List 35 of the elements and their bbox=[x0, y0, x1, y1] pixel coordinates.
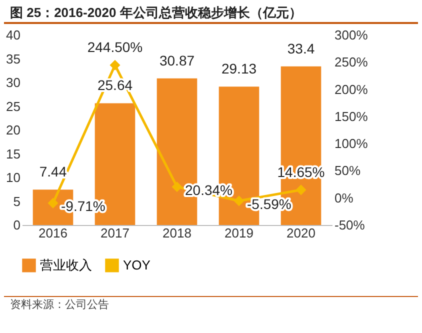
y2-tick-label: -50% bbox=[334, 218, 366, 232]
y2-tick-label: 100% bbox=[334, 136, 368, 152]
data-label: 29.13 bbox=[221, 60, 257, 77]
x-tick-label: 2017 bbox=[100, 226, 130, 240]
y-tick-label: 10 bbox=[6, 170, 20, 185]
data-label: 7.44 bbox=[39, 164, 67, 180]
x-tick-label: 2020 bbox=[286, 226, 316, 240]
point bbox=[296, 184, 306, 196]
data-label: 33.4 bbox=[287, 40, 315, 56]
y-tick-label: 5 bbox=[13, 194, 20, 209]
text: 资料来源：公司公告 bbox=[4, 296, 418, 312]
x-tick-label: 2018 bbox=[162, 226, 192, 240]
y2-tick-label: 250% bbox=[334, 54, 368, 70]
y2-tick-label: 50% bbox=[334, 163, 361, 178]
y-tick-label: 30 bbox=[6, 75, 20, 90]
point bbox=[172, 182, 182, 192]
y2-tick-label: 150% bbox=[334, 108, 368, 124]
y2-tick-label: 0% bbox=[334, 190, 354, 206]
point bbox=[234, 196, 244, 206]
y-tick-label: 35 bbox=[6, 51, 20, 66]
y-tick-label: 40 bbox=[6, 28, 20, 42]
y-tick-label: 0 bbox=[13, 218, 20, 232]
chart-title: 图 25：2016-2020 年公司总营收稳步增长（亿元） bbox=[4, 0, 418, 24]
legend-label: YOY bbox=[123, 257, 151, 272]
y2-tick-label: 200% bbox=[334, 82, 368, 97]
point bbox=[110, 60, 120, 70]
data-label: 244.50% bbox=[87, 39, 143, 56]
x-tick-label: 2016 bbox=[38, 226, 68, 240]
x-tick-label: 2019 bbox=[224, 226, 254, 240]
y-tick-label: 20 bbox=[6, 122, 20, 138]
y2-tick-label: 300% bbox=[334, 28, 368, 42]
y-tick-label: 15 bbox=[6, 146, 20, 162]
legend-label: 营业收入 bbox=[40, 257, 92, 272]
y-tick-label: 25 bbox=[6, 98, 20, 114]
data-label: 30.87 bbox=[159, 52, 195, 68]
